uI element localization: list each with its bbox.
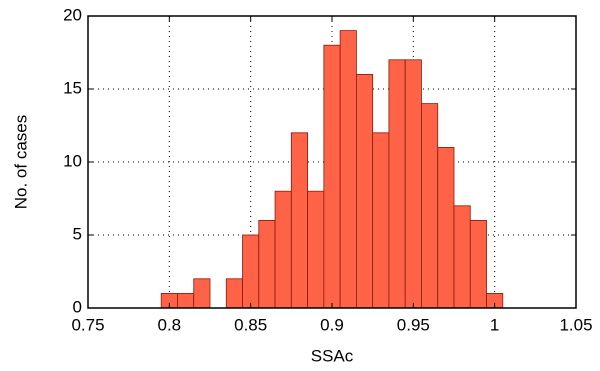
bar <box>193 278 211 309</box>
bar <box>372 132 390 309</box>
bar <box>274 190 292 309</box>
x-tick-label: 0.9 <box>320 315 344 334</box>
bar <box>258 219 276 309</box>
x-tick-label: 0.75 <box>71 315 104 334</box>
x-tick-label: 1.05 <box>559 315 592 334</box>
y-tick-label: 20 <box>63 5 82 24</box>
bar <box>388 59 406 309</box>
bar <box>355 74 374 309</box>
bar <box>453 205 471 309</box>
bar <box>421 103 439 309</box>
x-tick-label: 1 <box>490 315 499 334</box>
x-tick-label: 0.85 <box>234 315 267 334</box>
x-tick-label: 0.95 <box>397 315 430 334</box>
x-axis-label: SSAc <box>311 346 354 365</box>
bar <box>242 234 260 309</box>
bar <box>225 278 243 309</box>
bar <box>323 44 341 309</box>
y-axis-label: No. of cases <box>11 115 30 210</box>
bar <box>339 30 357 309</box>
bar <box>437 146 455 309</box>
bar <box>307 190 325 309</box>
y-tick-label: 10 <box>63 151 82 170</box>
bar <box>290 132 309 309</box>
bar <box>469 219 487 309</box>
y-tick-label: 0 <box>73 297 82 316</box>
y-tick-label: 5 <box>73 224 82 243</box>
x-tick-label: 0.8 <box>158 315 182 334</box>
bar <box>404 59 422 309</box>
y-tick-label: 15 <box>63 78 82 97</box>
bar <box>177 292 195 309</box>
